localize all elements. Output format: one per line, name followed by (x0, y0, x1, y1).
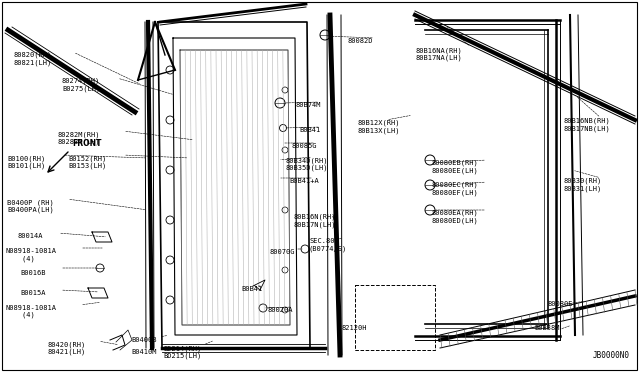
Text: 80B16NA(RH)
80B17NA(LH): 80B16NA(RH) 80B17NA(LH) (416, 47, 463, 61)
Text: 80080E: 80080E (548, 301, 573, 307)
Text: 80B30(RH)
80B31(LH): 80B30(RH) 80B31(LH) (563, 178, 601, 192)
Text: 82120H: 82120H (342, 325, 367, 331)
Text: B0B38M: B0B38M (534, 325, 559, 331)
Text: 80282M(RH)
80283M(LH): 80282M(RH) 80283M(LH) (58, 131, 100, 145)
Text: B0B41+A: B0B41+A (289, 178, 319, 184)
Text: B0B41: B0B41 (299, 127, 320, 133)
Text: B0400B: B0400B (131, 337, 157, 343)
Text: B0B41: B0B41 (241, 286, 262, 292)
Text: 80080EA(RH)
80080ED(LH): 80080EA(RH) 80080ED(LH) (432, 210, 479, 224)
Text: JB0000N0: JB0000N0 (593, 351, 630, 360)
Text: B0015A: B0015A (20, 290, 45, 296)
Text: 80B16NB(RH)
80B17NB(LH): 80B16NB(RH) 80B17NB(LH) (563, 118, 610, 132)
Text: B0152(RH)
B0153(LH): B0152(RH) B0153(LH) (68, 155, 106, 169)
Text: B0100(RH)
B0101(LH): B0100(RH) B0101(LH) (7, 155, 45, 169)
Text: 80B74M: 80B74M (295, 102, 321, 108)
Text: 80B34D(RH)
80B35D(LH): 80B34D(RH) 80B35D(LH) (285, 157, 328, 171)
Text: 80080EC(RH)
80080EF(LH): 80080EC(RH) 80080EF(LH) (432, 182, 479, 196)
Text: N08918-1081A
    (4): N08918-1081A (4) (5, 305, 56, 318)
Text: 80420(RH)
80421(LH): 80420(RH) 80421(LH) (48, 341, 86, 355)
Text: N08918-1081A
    (4): N08918-1081A (4) (5, 248, 56, 262)
Text: 80082D: 80082D (347, 38, 372, 44)
Text: 80085G: 80085G (291, 143, 317, 149)
Text: 80820(RH)
80821(LH): 80820(RH) 80821(LH) (13, 52, 51, 66)
Text: BD214(RH)
BD215(LH): BD214(RH) BD215(LH) (163, 345, 201, 359)
Text: 80014A: 80014A (18, 233, 44, 239)
Text: 80080EB(RH)
80080EE(LH): 80080EB(RH) 80080EE(LH) (432, 160, 479, 174)
Text: 80B16N(RH)
80B17N(LH): 80B16N(RH) 80B17N(LH) (293, 214, 335, 228)
Text: B0410M: B0410M (131, 349, 157, 355)
Text: 80020A: 80020A (268, 307, 294, 313)
Text: FRONT: FRONT (72, 139, 102, 148)
Text: 80070G: 80070G (270, 249, 296, 255)
Text: B0016B: B0016B (20, 270, 45, 276)
Text: 80B12X(RH)
80B13X(LH): 80B12X(RH) 80B13X(LH) (358, 120, 401, 134)
Text: 80274(RH)
B0275(LH): 80274(RH) B0275(LH) (62, 78, 100, 92)
Text: SEC.803
(B0774/S): SEC.803 (B0774/S) (309, 238, 348, 251)
Text: B0400P (RH)
B0400PA(LH): B0400P (RH) B0400PA(LH) (7, 199, 54, 213)
